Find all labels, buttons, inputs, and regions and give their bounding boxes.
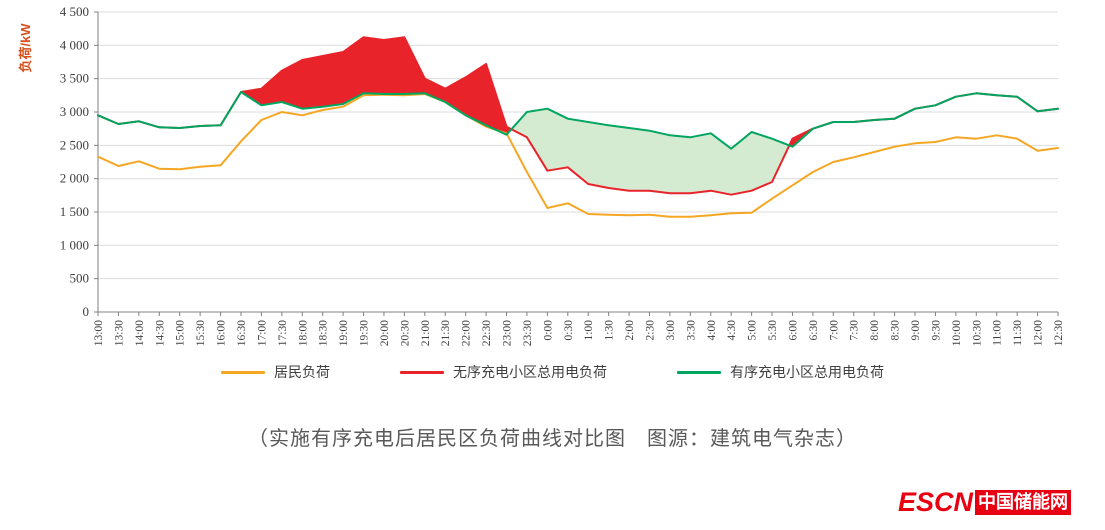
chart-canvas: 0 500 1 000 1 500 2 000 2 500 3 000 3 500 4 000 4… bbox=[18, 4, 1065, 346]
svg-text:11:30: 11:30 bbox=[1012, 320, 1024, 346]
svg-text:18:00: 18:00 bbox=[297, 320, 309, 346]
svg-text:22:00: 22:00 bbox=[461, 320, 473, 346]
svg-text:17:00: 17:00 bbox=[256, 320, 268, 346]
svg-text:10:00: 10:00 bbox=[951, 320, 963, 346]
svg-text:3:00: 3:00 bbox=[665, 320, 677, 341]
svg-text:8:00: 8:00 bbox=[869, 320, 881, 341]
legend-item: 无序充电小区总用电负荷 bbox=[400, 362, 607, 382]
legend-swatch bbox=[677, 370, 721, 374]
svg-text:0:00: 0:00 bbox=[542, 320, 554, 341]
svg-text:14:30: 14:30 bbox=[154, 320, 166, 346]
legend-label: 居民负荷 bbox=[274, 364, 330, 380]
svg-text:6:00: 6:00 bbox=[787, 320, 799, 341]
svg-text:4 500: 4 500 bbox=[60, 4, 89, 19]
legend-item: 有序充电小区总用电负荷 bbox=[677, 362, 884, 382]
svg-text:13:30: 13:30 bbox=[113, 320, 125, 346]
svg-text:1 000: 1 000 bbox=[60, 237, 89, 252]
svg-text:负荷/kW: 负荷/kW bbox=[18, 23, 33, 73]
legend-label: 无序充电小区总用电负荷 bbox=[453, 364, 607, 380]
svg-text:12:30: 12:30 bbox=[1053, 320, 1065, 346]
svg-text:6:30: 6:30 bbox=[808, 320, 820, 341]
svg-text:1 500: 1 500 bbox=[60, 204, 89, 219]
svg-text:4 000: 4 000 bbox=[60, 37, 89, 52]
chart-legend: 居民负荷 无序充电小区总用电负荷 有序充电小区总用电负荷 bbox=[0, 362, 1105, 382]
svg-text:19:30: 19:30 bbox=[359, 320, 371, 346]
svg-text:18:30: 18:30 bbox=[318, 320, 330, 346]
legend-item: 居民负荷 bbox=[221, 362, 330, 382]
svg-text:4:30: 4:30 bbox=[726, 320, 738, 341]
caption: （实施有序充电后居民区负荷曲线对比图 图源：建筑电气杂志） bbox=[248, 428, 857, 450]
svg-text:0: 0 bbox=[83, 304, 90, 319]
svg-text:22:30: 22:30 bbox=[481, 320, 493, 346]
legend-swatch bbox=[400, 370, 444, 374]
svg-text:2 000: 2 000 bbox=[60, 171, 89, 186]
svg-text:21:30: 21:30 bbox=[440, 320, 452, 346]
svg-text:23:00: 23:00 bbox=[502, 320, 514, 346]
svg-text:11:00: 11:00 bbox=[992, 320, 1004, 346]
svg-text:2:00: 2:00 bbox=[624, 320, 636, 341]
svg-text:23:30: 23:30 bbox=[522, 320, 534, 346]
svg-text:1:30: 1:30 bbox=[604, 320, 616, 341]
svg-text:3:30: 3:30 bbox=[685, 320, 697, 341]
svg-text:2 500: 2 500 bbox=[60, 137, 89, 152]
svg-text:3 000: 3 000 bbox=[60, 104, 89, 119]
svg-text:14:00: 14:00 bbox=[134, 320, 146, 346]
escn-logo-text: ESCN bbox=[897, 487, 973, 517]
svg-text:9:30: 9:30 bbox=[930, 320, 942, 341]
svg-text:0:30: 0:30 bbox=[563, 320, 575, 341]
svg-text:19:00: 19:00 bbox=[338, 320, 350, 346]
svg-text:15:30: 15:30 bbox=[195, 320, 207, 346]
svg-text:4:00: 4:00 bbox=[706, 320, 718, 341]
svg-text:20:30: 20:30 bbox=[399, 320, 411, 346]
svg-text:10:30: 10:30 bbox=[971, 320, 983, 346]
svg-text:21:00: 21:00 bbox=[420, 320, 432, 346]
legend-swatch bbox=[221, 370, 265, 374]
svg-text:15:00: 15:00 bbox=[175, 320, 187, 346]
svg-text:12:00: 12:00 bbox=[1033, 320, 1045, 346]
svg-text:3 500: 3 500 bbox=[60, 71, 89, 86]
svg-text:7:00: 7:00 bbox=[828, 320, 840, 341]
svg-text:7:30: 7:30 bbox=[849, 320, 861, 341]
svg-text:16:30: 16:30 bbox=[236, 320, 248, 346]
svg-text:5:30: 5:30 bbox=[767, 320, 779, 341]
escn-logo: ESCN 中国储能网 bbox=[898, 487, 1071, 518]
escn-logo-cn-text: 中国储能网 bbox=[975, 489, 1071, 516]
svg-text:20:00: 20:00 bbox=[379, 320, 391, 346]
svg-text:2:30: 2:30 bbox=[644, 320, 656, 341]
svg-text:1:00: 1:00 bbox=[583, 320, 595, 341]
svg-text:8:30: 8:30 bbox=[890, 320, 902, 341]
legend-label: 有序充电小区总用电负荷 bbox=[730, 364, 884, 380]
svg-text:16:00: 16:00 bbox=[216, 320, 228, 346]
svg-text:13:00: 13:00 bbox=[93, 320, 105, 346]
load-curve-chart: 0 500 1 000 1 500 2 000 2 500 3 000 3 500 4 000 4… bbox=[0, 4, 1105, 382]
svg-text:17:30: 17:30 bbox=[277, 320, 289, 346]
svg-text:5:00: 5:00 bbox=[747, 320, 759, 341]
svg-text:9:00: 9:00 bbox=[910, 320, 922, 341]
svg-text:500: 500 bbox=[70, 271, 90, 286]
